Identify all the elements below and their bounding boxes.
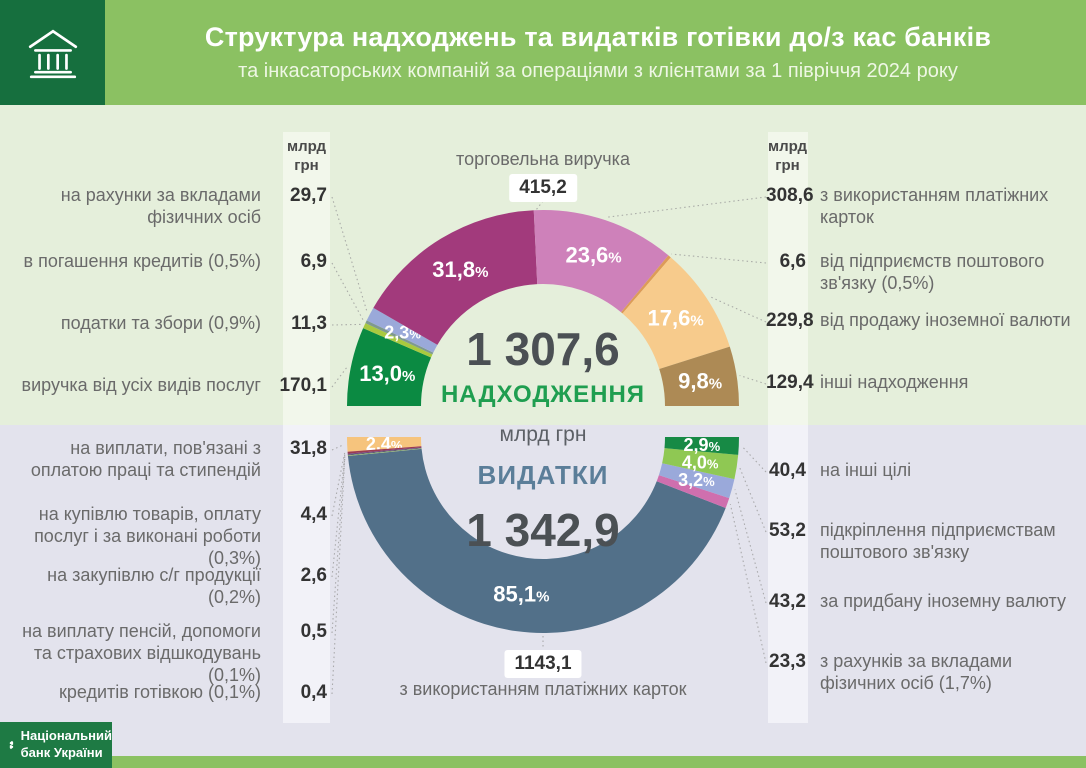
units-label: млрд грн: [499, 423, 587, 446]
expense-row-deposits_out-value: 23,3: [769, 651, 806, 672]
expense-row-salary_payments-value: 31,8: [290, 438, 327, 459]
income-row-loan_repayment: в погашення кредитів (0,5%) 6,9: [0, 251, 332, 273]
income-row-other_in-value: 129,4: [766, 372, 814, 393]
bank-building-icon: [0, 0, 105, 105]
left-value-strip-bottom: [283, 425, 330, 723]
expense-row-deposits_out: 23,3 з рахунків за вкладами фізичних осіб…: [766, 651, 1086, 695]
slice-pct-trade_revenue: 31,8%: [432, 257, 488, 282]
cards-expense-callout-label: з використанням платіжних карток: [399, 679, 687, 699]
income-row-services_revenue-value: 170,1: [279, 375, 327, 396]
income-row-other_in-label: інші надходження: [820, 372, 969, 392]
slice-pct-fx_sale: 17,6%: [648, 305, 704, 330]
expense-row-pensions-value: 0,5: [300, 621, 327, 642]
income-row-taxes-label: податки та збори (0,9%): [60, 313, 261, 333]
nbu-emblem-icon: [9, 740, 14, 750]
cards-expense-callout-value: 1143,1: [504, 650, 582, 678]
expense-row-goods_purchase: на купівлю товарів, оплату послуг і за в…: [0, 504, 332, 570]
nbu-name-line1: Національний: [20, 728, 112, 744]
expense-row-fx_buy: 43,2 за придбану іноземну валюту: [766, 591, 1086, 613]
income-row-other_in: 129,4 інші надходження: [766, 372, 1086, 394]
left-value-strip-top: [283, 132, 330, 425]
slice-pct-postal_out: 4,0%: [682, 452, 719, 472]
income-row-deposits_individuals-value: 29,7: [290, 185, 327, 206]
expense-row-cash_loans-value: 0,4: [300, 682, 327, 703]
right-value-strip-top: [768, 132, 808, 425]
expense-row-other_out: 40,4 на інші цілі: [766, 460, 1086, 482]
income-row-fx_sale-value: 229,8: [766, 310, 814, 331]
expense-row-agri_purchase-label: на закупівлю с/г продукції (0,2%): [47, 565, 261, 607]
income-row-services_revenue: виручка від усіх видів послуг 170,1: [0, 375, 332, 397]
expense-row-pensions-label: на виплату пенсій, допомоги та страхових…: [22, 621, 261, 685]
expense-row-fx_buy-value: 43,2: [769, 591, 806, 612]
income-row-postal_in-value: 6,6: [779, 251, 806, 272]
income-row-taxes-value: 11,3: [291, 313, 327, 334]
expenses-title: ВИДАТКИ: [477, 460, 609, 490]
income-row-deposits_individuals: на рахунки за вкладами фізичних осіб 29,7: [0, 185, 332, 229]
income-row-fx_sale: 229,8 від продажу іноземної валюти: [766, 310, 1086, 332]
page-subtitle: та інкасаторських компаній за операціями…: [238, 60, 958, 82]
right-value-strip-bottom: [768, 425, 808, 723]
income-title: НАДХОДЖЕННЯ: [440, 381, 646, 408]
slice-pct-payment_cards_in: 23,6%: [565, 242, 621, 267]
nbu-logo: Національний банк України: [0, 722, 112, 768]
income-row-payment_cards_in: 308,6 з використанням платіжних карток: [766, 185, 1086, 229]
page-title: Структура надходжень та видатків готівки…: [204, 22, 992, 52]
expense-row-other_out-value: 40,4: [769, 460, 806, 481]
income-row-services_revenue-label: виручка від усіх видів послуг: [21, 375, 261, 395]
income-row-loan_repayment-value: 6,9: [300, 251, 327, 272]
expense-row-postal_out-value: 53,2: [769, 520, 806, 541]
expense-row-postal_out-label: підкріплення підприємствам поштового зв'…: [820, 520, 1056, 562]
expense-row-salary_payments: на виплати, пов'язані з оплатою праці та…: [0, 438, 332, 482]
expense-row-fx_buy-label: за придбану іноземну валюту: [820, 591, 1066, 611]
trade-revenue-callout-value: 415,2: [509, 174, 577, 202]
footer-accent-bar: [0, 756, 1086, 768]
header-bar: Структура надходжень та видатків готівки…: [0, 0, 1086, 105]
income-row-payment_cards_in-label: з використанням платіжних карток: [820, 185, 1049, 227]
expense-row-goods_purchase-value: 4,4: [300, 504, 327, 525]
expenses-total: 1 342,9: [466, 504, 620, 556]
expense-row-cash_loans: кредитів готівкою (0,1%) 0,4: [0, 682, 332, 704]
expense-row-salary_payments-label: на виплати, пов'язані з оплатою праці та…: [30, 438, 261, 480]
income-row-loan_repayment-label: в погашення кредитів (0,5%): [23, 251, 261, 271]
expense-row-pensions: на виплату пенсій, допомоги та страхових…: [0, 621, 332, 687]
income-row-taxes: податки та збори (0,9%) 11,3: [0, 313, 332, 335]
expense-row-other_out-label: на інші цілі: [820, 460, 912, 480]
expense-row-agri_purchase: на закупівлю с/г продукції (0,2%) 2,6: [0, 565, 332, 609]
income-row-postal_in-label: від підприємств поштового зв'язку (0,5%): [820, 251, 1045, 293]
expense-row-agri_purchase-value: 2,6: [300, 565, 327, 586]
income-row-deposits_individuals-label: на рахунки за вкладами фізичних осіб: [60, 185, 261, 227]
slice-pct-other_out: 2,9%: [684, 435, 721, 455]
expense-row-cash_loans-label: кредитів готівкою (0,1%): [58, 682, 261, 702]
slice-pct-fx_buy: 3,2%: [678, 470, 715, 490]
income-total: 1 307,6: [466, 323, 620, 375]
left-units-header: млрд грн: [287, 138, 326, 174]
nbu-name-line2: банк України: [20, 745, 103, 760]
income-row-payment_cards_in-value: 308,6: [766, 185, 814, 206]
slice-pct-payment_cards_out: 85,1%: [493, 582, 549, 607]
expense-row-deposits_out-label: з рахунків за вкладами фізичних осіб (1,…: [820, 651, 1013, 693]
slice-pct-services_revenue: 13,0%: [359, 361, 415, 386]
expense-row-postal_out: 53,2 підкріплення підприємствам поштового…: [766, 520, 1086, 564]
income-row-postal_in: 6,6 від підприємств поштового зв'язку (0,…: [766, 251, 1086, 295]
trade-revenue-callout-label: торговельна виручка: [456, 149, 630, 169]
right-units-header: млрд грн: [768, 138, 807, 174]
expense-row-goods_purchase-label: на купівлю товарів, оплату послуг і за в…: [34, 504, 261, 568]
income-row-fx_sale-label: від продажу іноземної валюти: [820, 310, 1071, 330]
slice-pct-other_in: 9,8%: [678, 369, 722, 394]
